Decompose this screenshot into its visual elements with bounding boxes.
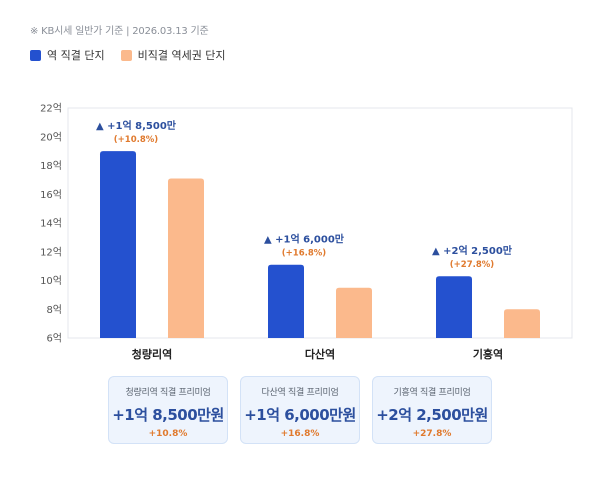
premium-card-cheongnyangni: 청량리역 직결 프리미엄 +1억 8,500만원 +10.8%	[108, 376, 228, 444]
bar-indirect	[168, 178, 204, 338]
annotation-pct: (+10.8%)	[114, 135, 158, 145]
card-value: +1억 6,000만원	[244, 406, 356, 424]
card-title: 청량리역 직결 프리미엄	[125, 388, 211, 398]
card-value: +1억 8,500만원	[112, 406, 224, 424]
y-tick-label: 6억	[46, 333, 62, 345]
legend-swatch-direct	[30, 49, 41, 61]
y-tick-label: 20억	[40, 131, 62, 143]
annotation-diff: ▲ +1억 6,000만	[264, 233, 345, 246]
legend-item-direct: 역 직결 단지	[30, 47, 105, 63]
x-category-label: 청량리역	[132, 347, 172, 361]
y-tick-label: 8억	[46, 304, 62, 316]
premium-cards: 청량리역 직결 프리미엄 +1억 8,500만원 +10.8% 다산역 직결 프…	[108, 376, 492, 444]
bar-indirect	[504, 309, 540, 338]
y-tick-label: 22억	[40, 103, 62, 115]
source-note: ※ KB시세 일반가 기준 | 2026.03.13 기준	[30, 26, 209, 37]
card-percent: +27.8%	[412, 429, 452, 439]
y-tick-label: 12억	[40, 246, 62, 258]
legend-item-indirect: 비직결 역세권 단지	[120, 47, 226, 63]
plot-frame	[67, 107, 573, 339]
x-category-label: 다산역	[305, 347, 335, 361]
card-percent: +16.8%	[280, 429, 320, 439]
annotation-pct: (+27.8%)	[450, 260, 494, 270]
card-value: +2억 2,500만원	[376, 406, 488, 424]
annotation-diff: ▲ +2억 2,500만	[432, 244, 513, 257]
card-title: 기흥역 직결 프리미엄	[393, 388, 471, 398]
y-tick-label: 16억	[40, 189, 62, 201]
y-tick-label: 14억	[40, 218, 62, 230]
annotation-pct: (+16.8%)	[282, 249, 326, 259]
premium-card-dasan: 다산역 직결 프리미엄 +1억 6,000만원 +16.8%	[240, 376, 360, 444]
legend-swatch-indirect	[120, 49, 132, 61]
legend: 역 직결 단지 비직결 역세권 단지	[30, 47, 226, 63]
annotation-diff: ▲ +1억 8,500만	[96, 119, 177, 132]
bar-direct	[268, 264, 304, 338]
legend-label-direct: 역 직결 단지	[47, 49, 105, 62]
x-category-label: 기흥역	[473, 347, 503, 361]
card-percent: +10.8%	[148, 429, 188, 439]
bar-direct	[436, 276, 472, 338]
y-tick-label: 18억	[40, 160, 62, 172]
bar-direct	[100, 151, 136, 338]
legend-label-indirect: 비직결 역세권 단지	[137, 49, 226, 62]
premium-card-giheung: 기흥역 직결 프리미엄 +2억 2,500만원 +27.8%	[372, 376, 492, 444]
bar-indirect	[336, 287, 372, 338]
card-title: 다산역 직결 프리미엄	[261, 388, 339, 398]
bar-chart: 6억 8억 10억 12억 14억 16억 18억 20억 22억 ▲ +1억 8,500만 (+1…	[40, 103, 573, 361]
y-tick-label: 10억	[40, 275, 62, 287]
